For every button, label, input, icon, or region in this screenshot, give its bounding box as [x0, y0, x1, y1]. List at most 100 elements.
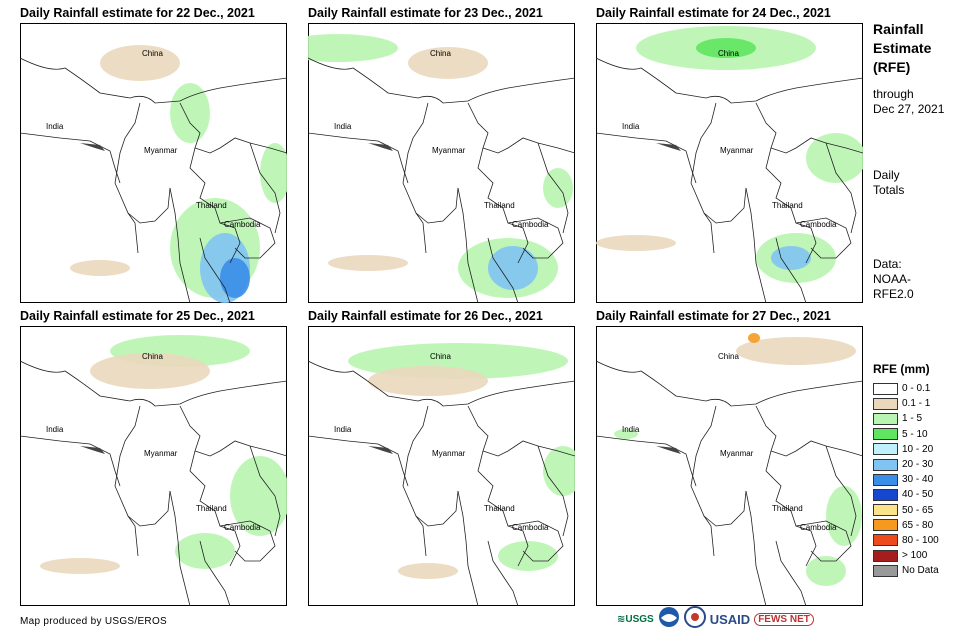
country-border — [477, 450, 529, 567]
map-label-cambodia: Cambodia — [224, 220, 261, 229]
rainfall-area — [696, 38, 756, 58]
map-label-india: India — [334, 122, 352, 131]
through-date: through Dec 27, 2021 — [873, 87, 944, 117]
map-label-china: China — [718, 49, 739, 58]
legend-swatch — [873, 534, 898, 547]
country-border — [765, 147, 817, 264]
rainfall-area — [398, 563, 458, 579]
legend-swatch — [873, 382, 898, 395]
through-line: Dec 27, 2021 — [873, 102, 945, 116]
country-border — [487, 540, 519, 606]
rainfall-area — [170, 83, 210, 143]
map-label-china: China — [430, 49, 451, 58]
country-border — [467, 102, 575, 154]
coast-mark — [656, 446, 681, 454]
country-border — [795, 520, 852, 562]
rainfall-area — [806, 556, 846, 586]
country-border — [537, 445, 569, 537]
country-border — [308, 360, 575, 407]
daily-line: Daily — [873, 168, 900, 182]
coast-mark — [656, 143, 681, 151]
country-border — [765, 450, 817, 567]
rainfall-map: China India Myanmar Thailand Cambodia — [20, 23, 287, 303]
map-credit: Map produced by USGS/EROS — [20, 616, 168, 627]
rainfall-map: China India Myanmar Thailand Cambodia — [308, 326, 575, 606]
country-border — [690, 405, 717, 557]
map-label-india: India — [46, 122, 64, 131]
legend-swatch — [873, 443, 898, 456]
country-border — [402, 405, 429, 557]
country-border — [775, 237, 807, 303]
rainfall-map: China India Myanmar Thailand Cambodia — [596, 23, 863, 303]
country-border — [596, 57, 863, 104]
rainfall-area — [100, 45, 180, 81]
country-border — [249, 142, 281, 234]
legend-item: 1 - 5 — [873, 411, 939, 426]
legend-item: 0 - 0.1 — [873, 381, 939, 396]
map-label-china: China — [718, 352, 739, 361]
country-border — [825, 445, 857, 537]
country-border — [127, 490, 171, 527]
country-border — [219, 217, 276, 259]
legend-swatch — [873, 519, 898, 532]
rainfall-map: China India Myanmar Thailand Cambodia — [308, 23, 575, 303]
sidebar-title-line: Rainfall — [873, 21, 924, 37]
country-border — [537, 142, 569, 234]
legend-item: 40 - 50 — [873, 487, 939, 502]
country-border — [169, 187, 191, 303]
rainfall-area — [596, 235, 676, 251]
map-label-india: India — [46, 425, 64, 434]
country-border — [477, 147, 529, 264]
country-border — [507, 520, 564, 562]
legend-item: 5 - 10 — [873, 427, 939, 442]
rainfall-area — [230, 456, 287, 536]
legend-item: 80 - 100 — [873, 533, 939, 548]
rainfall-area — [748, 333, 760, 343]
rainfall-area — [328, 255, 408, 271]
daily-totals: Daily Totals — [873, 168, 904, 198]
map-label-thailand: Thailand — [484, 504, 515, 513]
map-label-thailand: Thailand — [196, 504, 227, 513]
legend-label: 10 - 20 — [902, 443, 934, 455]
map-label-myanmar: Myanmar — [432, 449, 466, 458]
legend-swatch — [873, 504, 898, 517]
data-line: RFE2.0 — [873, 287, 914, 301]
rainfall-area — [826, 486, 862, 546]
map-label-thailand: Thailand — [772, 504, 803, 513]
country-border — [703, 490, 747, 527]
rainfall-area — [736, 337, 856, 365]
country-border — [596, 360, 863, 407]
map-label-myanmar: Myanmar — [720, 449, 754, 458]
country-border — [487, 237, 519, 303]
rainfall-area — [488, 246, 538, 290]
legend-label: 50 - 65 — [902, 504, 934, 516]
country-border — [690, 102, 717, 254]
legend-items: 0 - 0.1 0.1 - 1 1 - 5 5 - 10 10 - 20 20 - 30 3… — [873, 381, 939, 578]
rainfall-area — [40, 558, 120, 574]
map-label-thailand: Thailand — [772, 201, 803, 210]
legend-swatch — [873, 412, 898, 425]
data-line: NOAA- — [873, 272, 912, 286]
legend-label: No Data — [902, 565, 939, 577]
panel-title: Daily Rainfall estimate for 22 Dec., 202… — [20, 6, 255, 20]
legend-label: 0 - 0.1 — [902, 383, 931, 395]
country-border — [308, 57, 575, 104]
country-border — [703, 187, 747, 224]
country-border — [795, 217, 852, 259]
legend-item: > 100 — [873, 548, 939, 563]
legend-item: No Data — [873, 563, 939, 578]
rainfall-area — [175, 533, 235, 569]
panel-title: Daily Rainfall estimate for 27 Dec., 202… — [596, 309, 831, 323]
panel-title: Daily Rainfall estimate for 25 Dec., 202… — [20, 309, 255, 323]
country-border — [745, 490, 767, 606]
country-border — [219, 520, 276, 562]
country-border — [415, 187, 459, 224]
country-border — [114, 102, 141, 254]
panel-title: Daily Rainfall estimate for 26 Dec., 202… — [308, 309, 543, 323]
country-border — [745, 187, 767, 303]
map-label-myanmar: Myanmar — [720, 146, 754, 155]
country-border — [114, 405, 141, 557]
legend-item: 65 - 80 — [873, 518, 939, 533]
rainfall-area — [220, 258, 250, 298]
rainfall-map: China India Myanmar Thailand Cambodia — [20, 326, 287, 606]
